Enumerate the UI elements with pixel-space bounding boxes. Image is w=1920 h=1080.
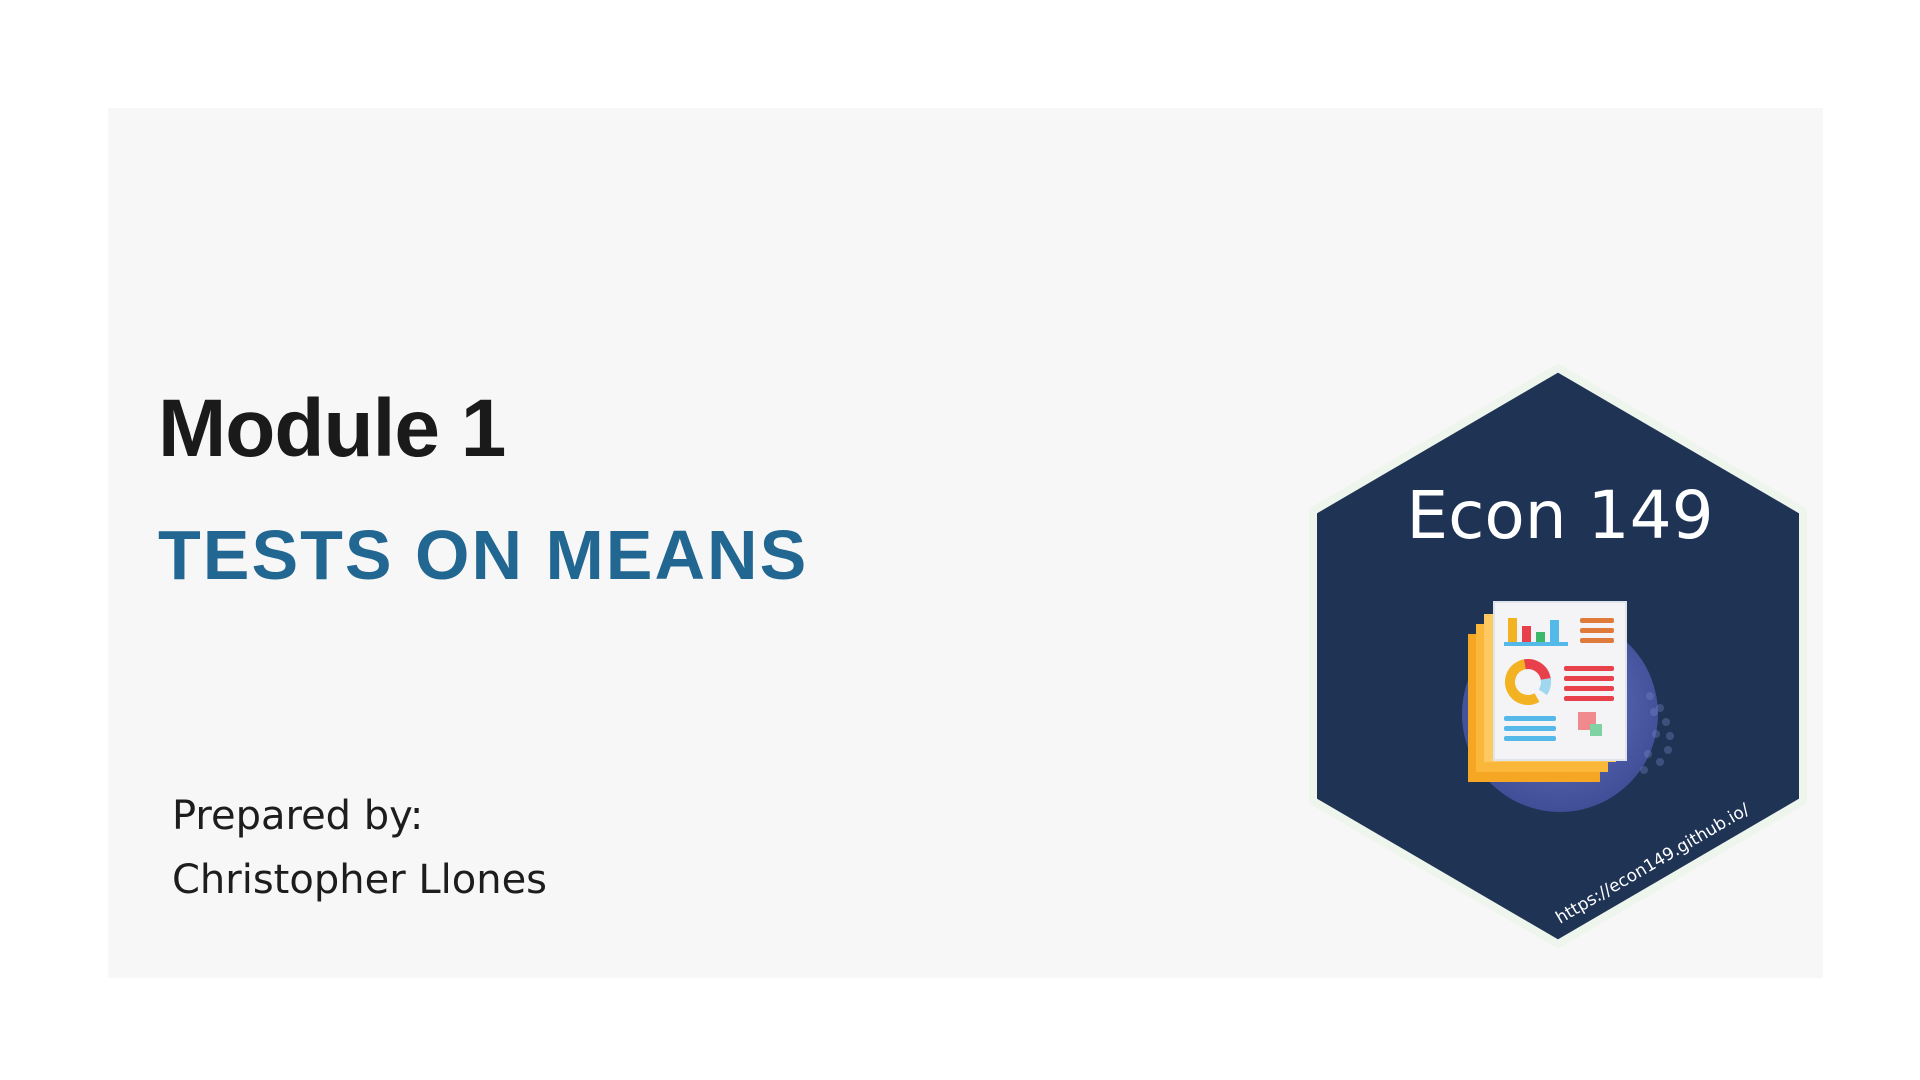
title-slide: Module 1 TESTS ON MEANS Prepared by: Chr… — [108, 108, 1823, 978]
course-hex-logo: Econ 149 — [1309, 364, 1807, 948]
prepared-by-label: Prepared by: — [172, 793, 424, 839]
course-title: Econ 149 — [1406, 477, 1713, 554]
module-subtitle: TESTS ON MEANS — [158, 516, 809, 594]
author-name: Christopher Llones — [172, 857, 548, 903]
module-title: Module 1 — [158, 383, 506, 474]
report-document-icon — [1462, 601, 1674, 812]
author-block: Prepared by: Christopher Llones — [172, 784, 547, 912]
